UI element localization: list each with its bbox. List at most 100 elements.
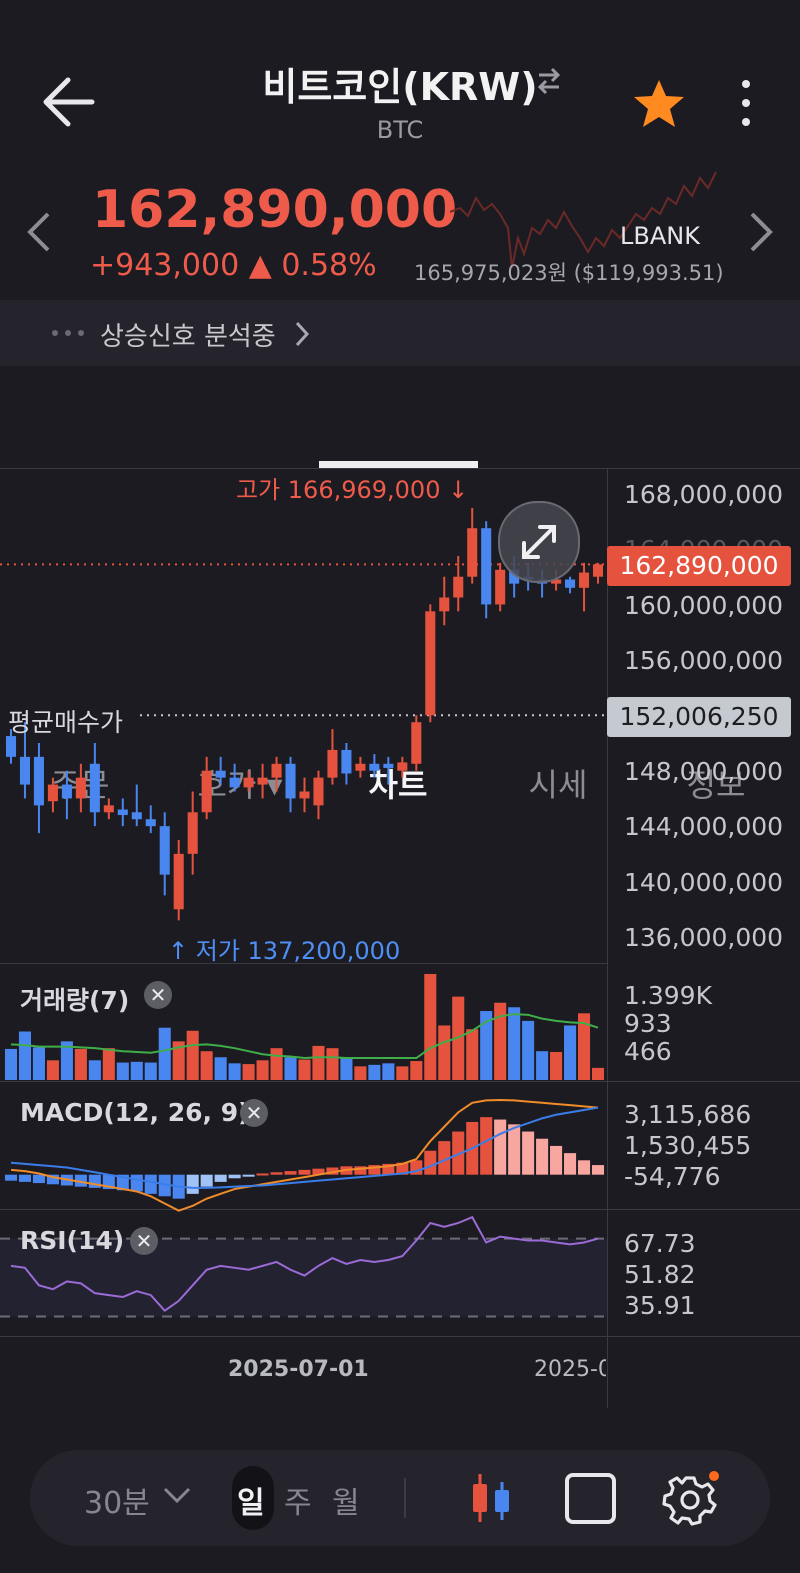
macd-hist-bar — [46, 1174, 59, 1185]
volume-bar — [396, 1066, 409, 1080]
macd-hist-bar — [186, 1174, 199, 1194]
candle-body — [565, 579, 576, 588]
y-tick: 160,000,000 — [624, 591, 784, 620]
exchange-name: LBANK — [620, 222, 700, 250]
prev-coin-icon[interactable] — [24, 210, 54, 254]
xaxis-separator — [0, 1336, 800, 1337]
macd-hist-bar — [284, 1171, 297, 1175]
volume-bar — [382, 1063, 395, 1080]
signal-bar[interactable] — [0, 300, 800, 366]
candle-body — [201, 770, 212, 813]
macd-hist-bar — [368, 1165, 381, 1175]
macd-hist-bar — [480, 1117, 493, 1175]
low-label-text: 저가 137,200,000 — [195, 937, 401, 965]
interval-select[interactable]: 30분 — [84, 1478, 150, 1522]
macd-hist-bar — [298, 1169, 311, 1175]
star-icon[interactable] — [632, 78, 686, 130]
close-volume-icon[interactable]: ✕ — [144, 981, 172, 1009]
macd-hist-bar — [354, 1166, 367, 1175]
candle-body — [383, 763, 394, 768]
back-arrow-icon[interactable] — [40, 76, 100, 128]
chevron-down-icon[interactable] — [162, 1484, 192, 1506]
macd-hist-bar — [550, 1145, 563, 1175]
volume-bar — [60, 1041, 73, 1080]
y-tick: 156,000,000 — [624, 646, 784, 675]
period-day[interactable]: 일 — [237, 1486, 265, 1521]
y-tick: 168,000,000 — [624, 480, 784, 509]
volume-bar — [144, 1062, 157, 1080]
x-tick: 2025-0 — [534, 1357, 606, 1382]
candle-body — [495, 569, 506, 605]
macd-hist-bar — [564, 1153, 577, 1175]
macd-hist-bar — [256, 1173, 269, 1176]
header: 비트코인(KRW) BTC 162,890,000 +943,000 ▲ 0.5… — [0, 0, 800, 300]
macd-hist-bar — [270, 1172, 283, 1175]
period-month[interactable]: 월 — [332, 1486, 360, 1521]
candle-body — [89, 763, 100, 813]
candle-body — [397, 762, 408, 771]
close-rsi-icon[interactable]: ✕ — [130, 1227, 158, 1255]
tab-info[interactable]: 정보 — [686, 766, 746, 804]
square-icon[interactable] — [564, 1472, 618, 1526]
candle-body — [215, 770, 226, 778]
volume-bar — [368, 1064, 381, 1080]
volume-bar — [88, 1060, 101, 1080]
candle-body — [299, 791, 310, 799]
macd-hist-bar — [158, 1174, 171, 1197]
candle-body — [145, 819, 156, 827]
candle-body — [131, 812, 142, 820]
tab-chart[interactable]: 차트 — [368, 766, 428, 804]
volume-bar — [102, 1048, 115, 1080]
more-vertical-icon[interactable] — [736, 78, 756, 130]
candle-body — [257, 777, 268, 785]
volume-bar — [284, 1057, 297, 1080]
candle-body — [425, 611, 436, 716]
macd-hist-bar — [508, 1124, 521, 1175]
rsi-label: RSI(14) — [20, 1226, 125, 1255]
candle-body — [578, 572, 590, 588]
period-week[interactable]: 주 — [284, 1486, 312, 1521]
candle-body — [61, 784, 72, 799]
candle-body — [369, 763, 380, 771]
volume-bar — [256, 1060, 269, 1080]
volume-bar — [18, 1031, 32, 1080]
chart-toolbar — [30, 1450, 770, 1546]
volume-bar — [410, 1061, 423, 1080]
macd-label: MACD(12, 26, 9) — [20, 1098, 250, 1127]
swap-icon[interactable] — [536, 66, 562, 96]
tab-market[interactable]: 시세 — [528, 766, 588, 804]
page-title: 비트코인(KRW) — [262, 65, 538, 109]
gear-icon[interactable] — [662, 1470, 722, 1528]
signal-text[interactable]: 상승신호 분석중 — [100, 322, 276, 352]
avg-price-tag: 152,006,250 — [607, 697, 791, 737]
candlestick-icon[interactable] — [468, 1472, 516, 1524]
rsi-tick: 51.82 — [624, 1260, 696, 1289]
candle-body — [481, 528, 492, 605]
volume-bar — [466, 1029, 479, 1080]
candle-body — [467, 528, 478, 577]
close-macd-icon[interactable]: ✕ — [240, 1099, 268, 1127]
price-chart[interactable] — [0, 0, 607, 1410]
volume-bar — [312, 1045, 325, 1080]
macd-hist-bar — [242, 1174, 255, 1177]
macd-separator — [0, 1081, 800, 1082]
volume-tick: 933 — [624, 1009, 672, 1038]
volume-bar — [200, 1051, 213, 1080]
volume-bar — [228, 1063, 241, 1080]
macd-hist-bar — [4, 1174, 18, 1181]
macd-hist-bar — [438, 1141, 451, 1175]
macd-hist-bar — [382, 1163, 395, 1175]
y-tick: 148,000,000 — [624, 757, 784, 786]
dots-icon — [52, 330, 84, 336]
volume-label: 거래량(7) — [20, 986, 130, 1015]
macd-tick: -54,776 — [624, 1162, 721, 1191]
candle-body — [47, 784, 58, 802]
y-tick: 136,000,000 — [624, 923, 784, 952]
volume-bar — [564, 1025, 577, 1080]
high-label-text: 고가 166,969,000 — [236, 476, 441, 504]
expand-icon — [522, 525, 556, 559]
macd-hist-bar — [494, 1119, 507, 1175]
next-coin-icon[interactable] — [746, 210, 776, 254]
low-label: ↑ 저가 137,200,000 — [168, 931, 400, 966]
expand-chart-button[interactable] — [498, 501, 580, 583]
